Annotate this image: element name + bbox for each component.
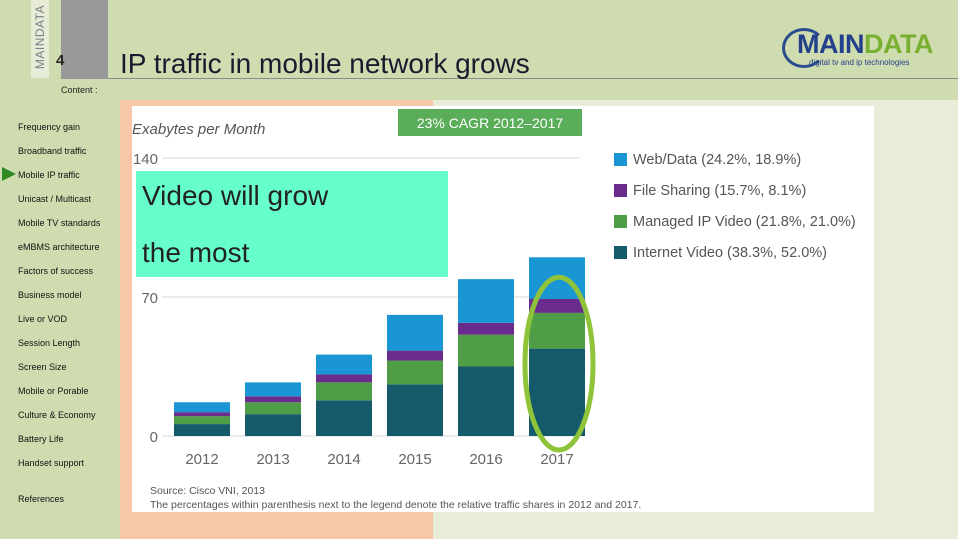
bar-segment <box>316 374 372 383</box>
bar-segment <box>316 400 372 436</box>
x-tick-label: 2016 <box>469 451 502 468</box>
content-label: Content : <box>61 85 98 95</box>
bar-segment <box>174 424 230 436</box>
bar-segment <box>529 298 585 313</box>
bar-segment <box>245 382 301 397</box>
legend-swatch <box>614 215 627 228</box>
page-title: IP traffic in mobile network grows <box>120 48 530 79</box>
logo-wordmark: MAINDATA <box>797 29 933 59</box>
traffic-chart: Exabytes per Month 23% CAGR 2012–2017 0 70 1… <box>132 106 874 512</box>
y-tick-label: 70 <box>141 290 158 307</box>
legend-label: Web/Data (24.2%, 18.9%) <box>633 152 801 168</box>
menu-item[interactable]: Handset support <box>18 458 85 468</box>
bar-segment <box>458 366 514 436</box>
callout-box: Video will grow the most <box>136 171 448 277</box>
chart-title: Exabytes per Month <box>132 121 265 138</box>
bar-segment <box>529 312 585 349</box>
bar-segment <box>174 412 230 417</box>
menu-item[interactable]: Live or VOD <box>18 314 68 324</box>
menu-item[interactable]: Business model <box>18 290 82 300</box>
legend-label: File Sharing (15.7%, 8.1%) <box>633 183 806 199</box>
bar-segment <box>316 354 372 375</box>
header-divider <box>108 78 958 79</box>
menu-item[interactable]: Unicast / Multicast <box>18 194 92 204</box>
left-sidebar <box>0 100 120 539</box>
bar-segment <box>245 402 301 415</box>
legend-swatch <box>614 184 627 197</box>
x-tick-label: 2012 <box>185 451 218 468</box>
menu-item[interactable]: References <box>18 494 65 504</box>
traffic-chart-svg: Exabytes per Month 23% CAGR 2012–2017 0 70 1… <box>132 109 856 511</box>
slide-number-tab <box>61 0 108 79</box>
menu-item[interactable]: Broadband traffic <box>18 146 87 156</box>
bar-segment <box>245 396 301 403</box>
menu-item[interactable]: Battery Life <box>18 434 64 444</box>
highlight-ellipse <box>522 274 596 453</box>
bar-segment <box>245 414 301 436</box>
x-tick-label: 2014 <box>327 451 360 468</box>
legend-swatch <box>614 246 627 259</box>
bar-segment <box>387 384 443 436</box>
legend-swatch <box>614 153 627 166</box>
bar-segment <box>174 416 230 425</box>
legend-label: Internet Video (38.3%, 52.0%) <box>633 245 827 261</box>
cagr-banner-text: 23% CAGR 2012–2017 <box>417 115 564 131</box>
bar-segment <box>458 334 514 367</box>
menu-item[interactable]: Screen Size <box>18 362 67 372</box>
bar-segment <box>458 279 514 323</box>
menu-item[interactable]: Culture & Economy <box>18 410 96 420</box>
bar-segment <box>529 348 585 436</box>
bar-segment <box>387 314 443 351</box>
logo-tagline: digital tv and ip technologies <box>809 58 910 67</box>
menu-item[interactable]: Factors of success <box>18 266 94 276</box>
bar-segment <box>458 322 514 335</box>
legend-label: Managed IP Video (21.8%, 21.0%) <box>633 214 856 230</box>
x-tick-label: 2017 <box>540 451 573 468</box>
bar-segment <box>387 350 443 361</box>
maindata-logo: MAINDATA digital tv and ip technologies <box>782 26 942 71</box>
bar-segment <box>316 382 372 401</box>
y-tick-label: 0 <box>150 429 158 446</box>
menu-item[interactable]: Mobile TV standards <box>18 218 101 228</box>
vertical-brand: MAINDATA <box>31 0 49 78</box>
callout-line-2: the most <box>142 237 250 268</box>
chart-footnote: The percentages within parenthesis next … <box>150 499 641 511</box>
menu-item[interactable]: Mobile or Porable <box>18 386 89 396</box>
menu-item[interactable]: Frequency gain <box>18 122 81 132</box>
menu-item[interactable]: Session Length <box>18 338 81 348</box>
cagr-banner <box>398 109 582 136</box>
x-tick-label: 2013 <box>256 451 289 468</box>
menu-item[interactable]: eMBMS architecture <box>18 242 100 252</box>
chart-source: Source: Cisco VNI, 2013 <box>150 485 265 497</box>
slide-number: 4 <box>56 52 65 69</box>
menu-item[interactable]: Mobile IP traffic <box>18 170 80 180</box>
callout-line-1: Video will grow <box>142 180 329 211</box>
logo-ring-icon <box>782 28 826 68</box>
y-tick-label: 140 <box>133 151 158 168</box>
x-tick-label: 2015 <box>398 451 431 468</box>
bar-segment <box>174 402 230 413</box>
active-item-arrow-icon <box>2 167 16 181</box>
bar-segment <box>387 360 443 385</box>
